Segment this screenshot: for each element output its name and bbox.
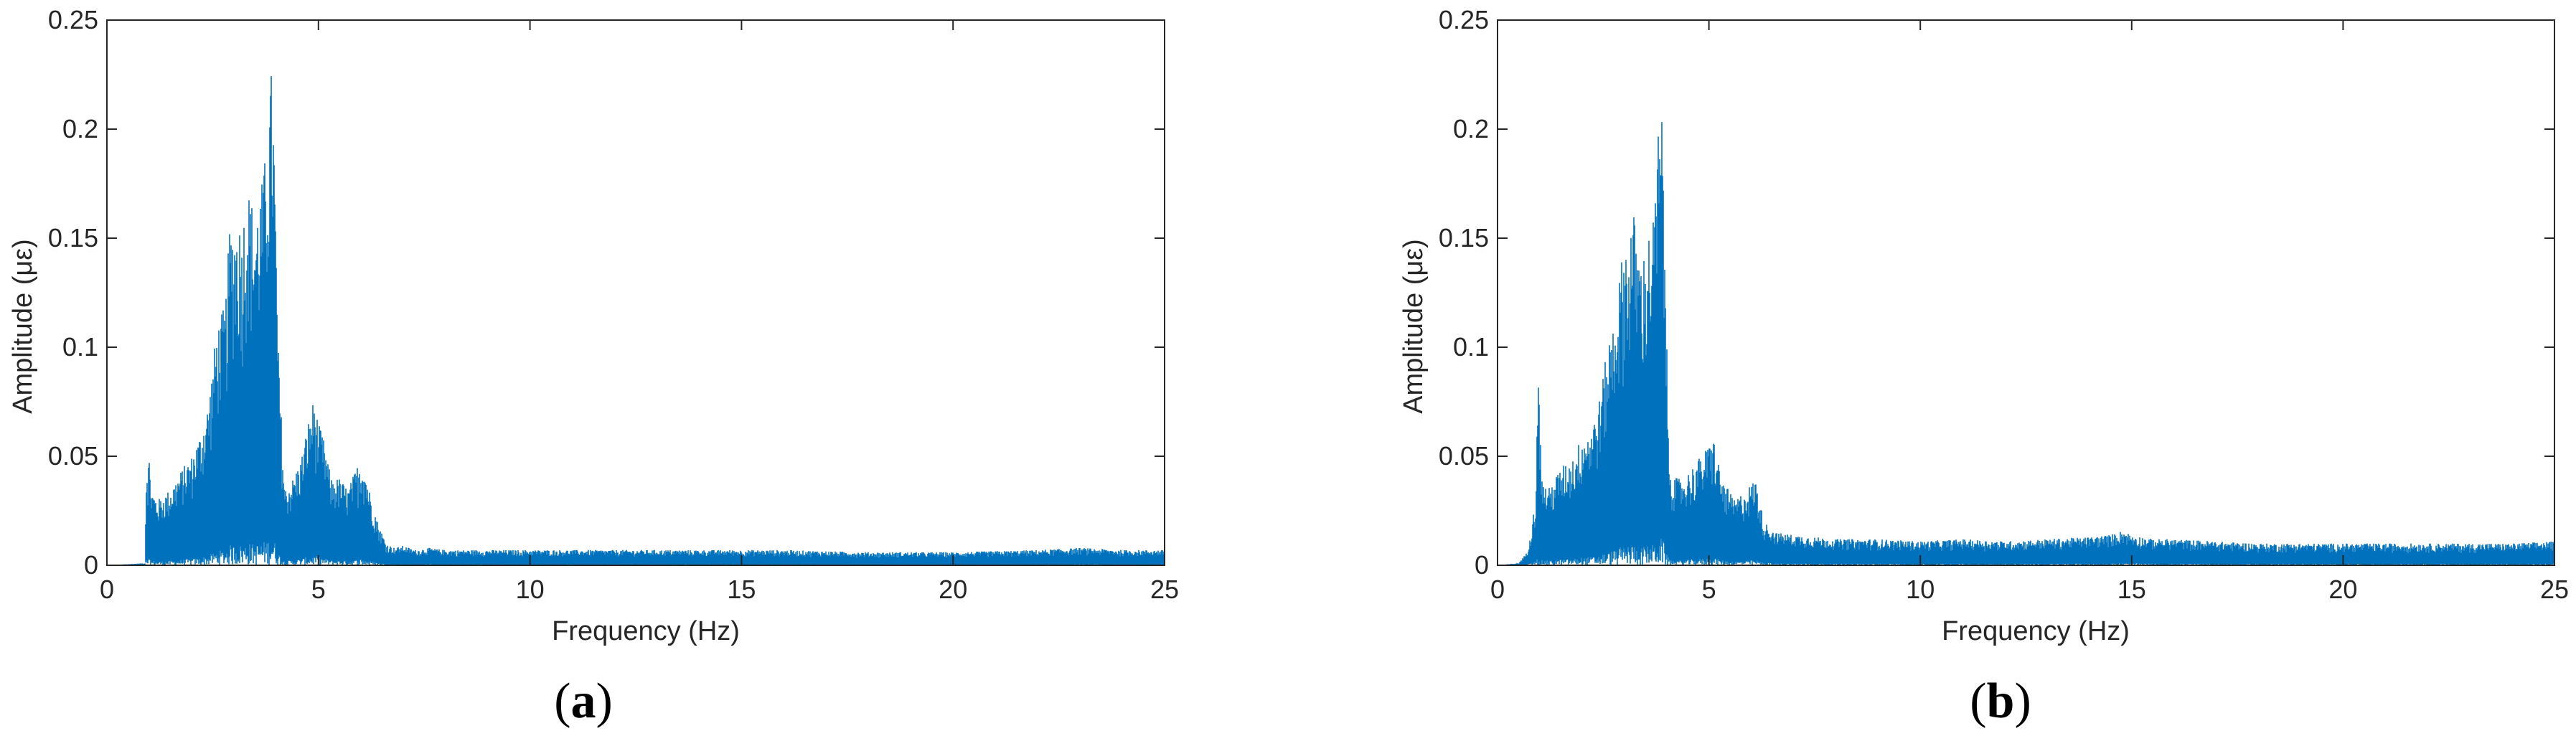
- y-tick-label-b-4: 0.2: [1453, 114, 1489, 143]
- chart-panel-b: 0 5 10 15 20 25 0 0.05 0.1 0.15 0.2 0.25 Frequency …: [1399, 5, 2569, 729]
- x-tick-label-b-2: 10: [1906, 575, 1935, 604]
- y-axis-label-b: Amplitude (με): [1399, 239, 1429, 414]
- spectrum-series-b: [1498, 122, 2555, 565]
- x-tick-label-a-3: 15: [727, 575, 756, 604]
- x-axis-label-a: Frequency (Hz): [552, 616, 740, 646]
- y-tick-label-a-2: 0.1: [62, 332, 98, 362]
- panel-label-b: (b): [1970, 674, 2031, 729]
- y-axis-label-a: Amplitude (με): [8, 239, 38, 414]
- x-tick-label-a-2: 10: [516, 575, 545, 604]
- y-tick-label-a-4: 0.2: [62, 114, 98, 143]
- y-tick-label-a-1: 0.05: [48, 441, 98, 471]
- x-tick-label-b-4: 20: [2328, 575, 2357, 604]
- x-axis-label-b: Frequency (Hz): [1942, 616, 2130, 646]
- y-tick-label-b-5: 0.25: [1439, 5, 1489, 34]
- axes-box-b: [1497, 19, 2555, 566]
- x-tick-label-b-1: 5: [1702, 575, 1716, 604]
- panel-label-a: (a): [554, 674, 613, 729]
- x-tick-label-b-5: 25: [2540, 575, 2569, 604]
- x-tick-label-a-1: 5: [311, 575, 326, 604]
- spectrum-series-a: [107, 76, 1165, 565]
- x-tick-label-a-4: 20: [939, 575, 967, 604]
- y-tick-label-b-2: 0.1: [1453, 332, 1489, 362]
- plot-area-b: 0 5 10 15 20 25 0 0.05 0.1 0.15 0.2 0.25: [1439, 5, 2569, 604]
- y-tick-label-b-1: 0.05: [1439, 441, 1489, 471]
- y-tick-label-a-0: 0: [84, 550, 98, 580]
- x-tick-label-b-3: 15: [2117, 575, 2146, 604]
- y-tick-label-b-3: 0.15: [1439, 223, 1489, 253]
- x-tick-label-a-0: 0: [100, 575, 114, 604]
- y-tick-label-b-0: 0: [1475, 550, 1489, 580]
- x-tick-label-a-5: 25: [1150, 575, 1179, 604]
- axes-box-a: [106, 19, 1165, 566]
- chart-panel-a: 0 5 10 15 20 25 0 0.05 0.1 0.15 0.2 0.25 Frequency …: [8, 5, 1179, 729]
- y-tick-label-a-5: 0.25: [48, 5, 98, 34]
- plot-area-a: 0 5 10 15 20 25 0 0.05 0.1 0.15 0.2 0.25: [48, 5, 1179, 604]
- y-tick-label-a-3: 0.15: [48, 223, 98, 253]
- x-tick-label-b-0: 0: [1490, 575, 1505, 604]
